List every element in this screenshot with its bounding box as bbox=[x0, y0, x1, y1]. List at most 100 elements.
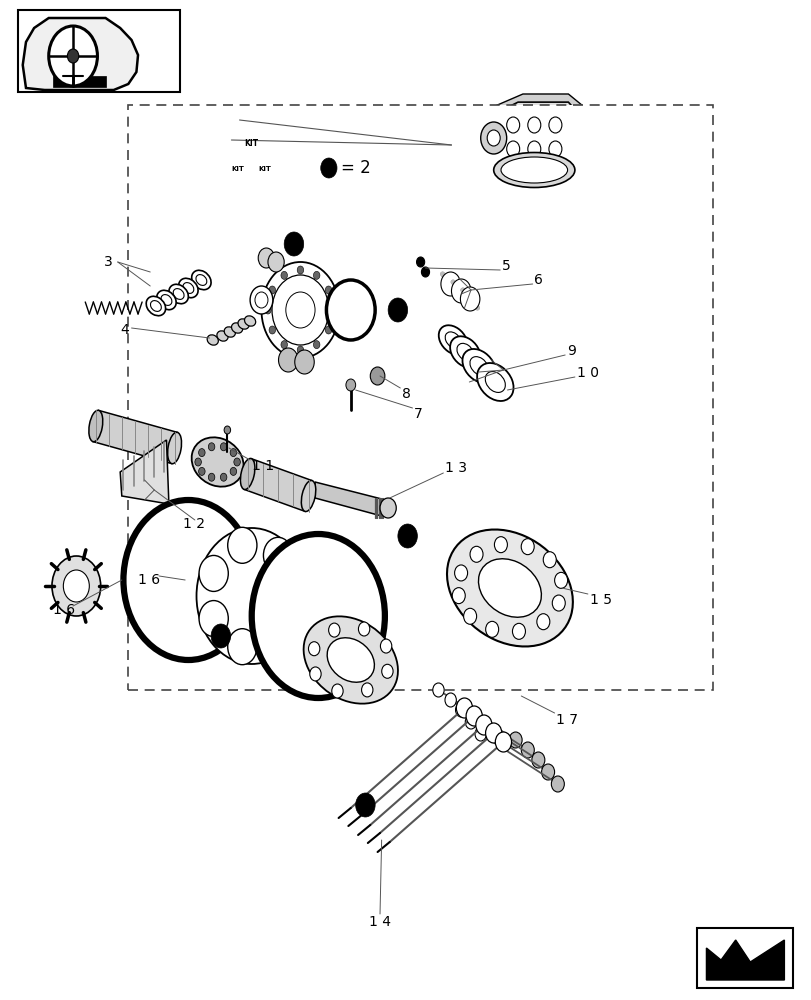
Bar bbox=[209, 126, 347, 208]
Polygon shape bbox=[485, 94, 582, 118]
Ellipse shape bbox=[457, 343, 473, 361]
Circle shape bbox=[208, 473, 215, 481]
Circle shape bbox=[278, 348, 298, 372]
Circle shape bbox=[506, 141, 519, 157]
Circle shape bbox=[388, 298, 407, 322]
Circle shape bbox=[227, 629, 256, 665]
Polygon shape bbox=[120, 440, 169, 504]
Circle shape bbox=[485, 621, 498, 637]
Circle shape bbox=[268, 252, 284, 272]
Text: 4: 4 bbox=[120, 323, 129, 337]
Ellipse shape bbox=[244, 316, 255, 326]
Ellipse shape bbox=[150, 301, 161, 311]
Circle shape bbox=[224, 426, 230, 434]
Circle shape bbox=[508, 732, 521, 748]
Circle shape bbox=[268, 326, 275, 334]
Ellipse shape bbox=[169, 284, 188, 304]
Circle shape bbox=[199, 467, 205, 475]
Circle shape bbox=[466, 706, 482, 726]
Text: KIT: KIT bbox=[244, 138, 259, 147]
Text: 7: 7 bbox=[414, 407, 423, 421]
Text: 1 2: 1 2 bbox=[182, 517, 204, 531]
Circle shape bbox=[52, 556, 101, 616]
Circle shape bbox=[381, 664, 393, 678]
Circle shape bbox=[494, 537, 507, 553]
Circle shape bbox=[320, 158, 337, 178]
Text: 1 3: 1 3 bbox=[444, 461, 466, 475]
Polygon shape bbox=[53, 76, 105, 87]
Ellipse shape bbox=[447, 530, 572, 646]
Circle shape bbox=[230, 467, 236, 475]
Circle shape bbox=[455, 703, 466, 717]
Circle shape bbox=[297, 346, 303, 354]
Ellipse shape bbox=[231, 323, 242, 333]
Circle shape bbox=[463, 608, 476, 624]
Circle shape bbox=[49, 26, 97, 86]
Text: KIT: KIT bbox=[231, 166, 244, 172]
Ellipse shape bbox=[238, 319, 249, 329]
Ellipse shape bbox=[485, 372, 504, 392]
Circle shape bbox=[355, 793, 375, 817]
Polygon shape bbox=[23, 18, 138, 90]
Text: 6: 6 bbox=[534, 273, 543, 287]
Circle shape bbox=[268, 286, 275, 294]
Circle shape bbox=[452, 588, 465, 604]
Circle shape bbox=[258, 248, 274, 268]
Circle shape bbox=[554, 572, 567, 588]
Circle shape bbox=[281, 341, 287, 349]
Circle shape bbox=[397, 524, 417, 548]
Circle shape bbox=[370, 367, 384, 385]
Circle shape bbox=[195, 458, 201, 466]
Text: 1 4: 1 4 bbox=[369, 915, 391, 929]
Ellipse shape bbox=[478, 559, 541, 617]
Ellipse shape bbox=[191, 270, 211, 290]
Polygon shape bbox=[92, 410, 178, 464]
Circle shape bbox=[361, 683, 372, 697]
Circle shape bbox=[548, 117, 561, 133]
Circle shape bbox=[548, 141, 561, 157]
Circle shape bbox=[380, 639, 392, 653]
Circle shape bbox=[456, 698, 472, 718]
Circle shape bbox=[220, 443, 226, 451]
Ellipse shape bbox=[301, 480, 315, 512]
Text: 1 6: 1 6 bbox=[53, 603, 75, 617]
Circle shape bbox=[487, 130, 500, 146]
Polygon shape bbox=[706, 940, 783, 980]
Circle shape bbox=[512, 623, 525, 639]
Circle shape bbox=[470, 546, 483, 562]
Text: 3: 3 bbox=[104, 255, 113, 269]
Circle shape bbox=[313, 271, 320, 279]
Ellipse shape bbox=[444, 332, 461, 348]
Circle shape bbox=[63, 570, 89, 602]
Polygon shape bbox=[316, 252, 349, 368]
Circle shape bbox=[123, 500, 253, 660]
Ellipse shape bbox=[207, 335, 218, 345]
Circle shape bbox=[380, 498, 396, 518]
Circle shape bbox=[474, 727, 486, 741]
Ellipse shape bbox=[449, 336, 480, 368]
Circle shape bbox=[208, 443, 215, 451]
Ellipse shape bbox=[173, 289, 184, 299]
Ellipse shape bbox=[493, 152, 574, 188]
Ellipse shape bbox=[224, 327, 235, 337]
Circle shape bbox=[313, 341, 320, 349]
Ellipse shape bbox=[240, 458, 255, 490]
Circle shape bbox=[199, 601, 228, 637]
Circle shape bbox=[234, 458, 240, 466]
Ellipse shape bbox=[88, 410, 103, 442]
Text: 1 7: 1 7 bbox=[556, 713, 577, 727]
Ellipse shape bbox=[182, 283, 194, 293]
Circle shape bbox=[309, 667, 320, 681]
Bar bbox=[128, 105, 712, 690]
Circle shape bbox=[454, 565, 467, 581]
Circle shape bbox=[521, 539, 534, 555]
Circle shape bbox=[308, 642, 320, 656]
Circle shape bbox=[284, 232, 303, 256]
Circle shape bbox=[279, 578, 308, 614]
Polygon shape bbox=[243, 459, 312, 511]
Ellipse shape bbox=[327, 638, 374, 682]
Circle shape bbox=[541, 764, 554, 780]
Text: = 2: = 2 bbox=[341, 159, 371, 177]
Circle shape bbox=[211, 624, 230, 648]
Circle shape bbox=[527, 117, 540, 133]
